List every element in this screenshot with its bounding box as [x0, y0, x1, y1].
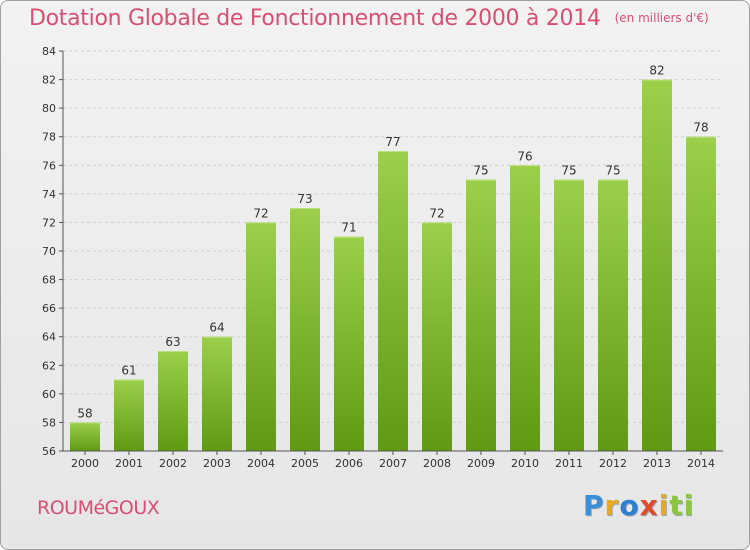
commune-name: ROUMéGOUX — [37, 497, 160, 519]
y-tick-label: 64 — [42, 331, 56, 344]
logo-letter: r — [604, 489, 620, 522]
bar — [158, 351, 188, 451]
bar — [466, 179, 496, 452]
logo-letter: o — [619, 489, 640, 522]
data-label: 64 — [209, 321, 224, 335]
x-tick-label: 2011 — [555, 457, 583, 470]
labels: 56 58 60 62 64 66 68 70 72 74 76 78 80 82 84 58 2000 61 20… — [42, 45, 715, 470]
proxiti-logo: Proxiti — [583, 489, 694, 522]
x-tick-label: 2006 — [335, 457, 363, 470]
bar — [378, 151, 408, 451]
y-tick-label: 66 — [42, 302, 56, 315]
y-tick-label: 84 — [42, 45, 56, 58]
logo-letter: i — [658, 489, 670, 522]
x-tick-label: 2010 — [511, 457, 539, 470]
x-tick-label: 2004 — [247, 457, 275, 470]
bar — [686, 136, 716, 451]
data-label: 77 — [385, 135, 400, 149]
logo-letter: t — [669, 489, 684, 522]
x-tick-label: 2002 — [159, 457, 187, 470]
axes — [59, 50, 723, 455]
y-tick-label: 80 — [42, 102, 56, 115]
bar — [202, 336, 232, 451]
chart-subtitle: (en milliers d'€) — [614, 11, 709, 25]
bar — [422, 222, 452, 451]
bar — [554, 179, 584, 452]
x-tick-label: 2013 — [643, 457, 671, 470]
y-tick-label: 62 — [42, 359, 56, 372]
bar — [334, 236, 364, 451]
data-label: 82 — [649, 64, 664, 78]
bars — [70, 79, 716, 452]
data-label: 71 — [341, 221, 356, 235]
y-tick-label: 70 — [42, 245, 56, 258]
y-tick-label: 60 — [42, 388, 56, 401]
y-tick-label: 82 — [42, 74, 56, 87]
chart-title-text: Dotation Globale de Fonctionnement de 20… — [29, 6, 601, 31]
x-tick-label: 2001 — [115, 457, 143, 470]
x-tick-label: 2007 — [379, 457, 407, 470]
bar — [642, 79, 672, 452]
x-tick-label: 2009 — [467, 457, 495, 470]
bar — [510, 165, 540, 452]
x-tick-label: 2008 — [423, 457, 451, 470]
bar — [70, 422, 100, 451]
bar — [246, 222, 276, 451]
bar — [114, 379, 144, 451]
data-label: 61 — [121, 364, 136, 378]
x-tick-label: 2003 — [203, 457, 231, 470]
data-label: 78 — [693, 121, 708, 135]
bar — [598, 179, 628, 452]
y-tick-label: 58 — [42, 416, 56, 429]
x-tick-label: 2005 — [291, 457, 319, 470]
y-tick-label: 72 — [42, 216, 56, 229]
data-label: 73 — [297, 192, 312, 206]
x-tick-label: 2000 — [71, 457, 99, 470]
data-label: 63 — [165, 335, 180, 349]
data-label: 76 — [517, 149, 532, 163]
data-label: 75 — [605, 164, 620, 178]
y-tick-label: 56 — [42, 445, 56, 458]
y-tick-label: 78 — [42, 131, 56, 144]
x-tick-label: 2014 — [687, 457, 715, 470]
data-label: 72 — [253, 206, 268, 220]
data-label: 75 — [473, 164, 488, 178]
data-label: 75 — [561, 164, 576, 178]
logo-letter: i — [683, 489, 695, 522]
y-tick-label: 74 — [42, 188, 56, 201]
data-label: 72 — [429, 206, 444, 220]
y-tick-label: 68 — [42, 274, 56, 287]
y-tick-label: 76 — [42, 159, 56, 172]
chart-title: Dotation Globale de Fonctionnement de 20… — [29, 6, 709, 31]
x-tick-label: 2012 — [599, 457, 627, 470]
logo-letter: x — [639, 489, 659, 522]
data-label: 58 — [77, 406, 92, 420]
logo-letter: P — [583, 489, 605, 522]
bar — [290, 208, 320, 451]
